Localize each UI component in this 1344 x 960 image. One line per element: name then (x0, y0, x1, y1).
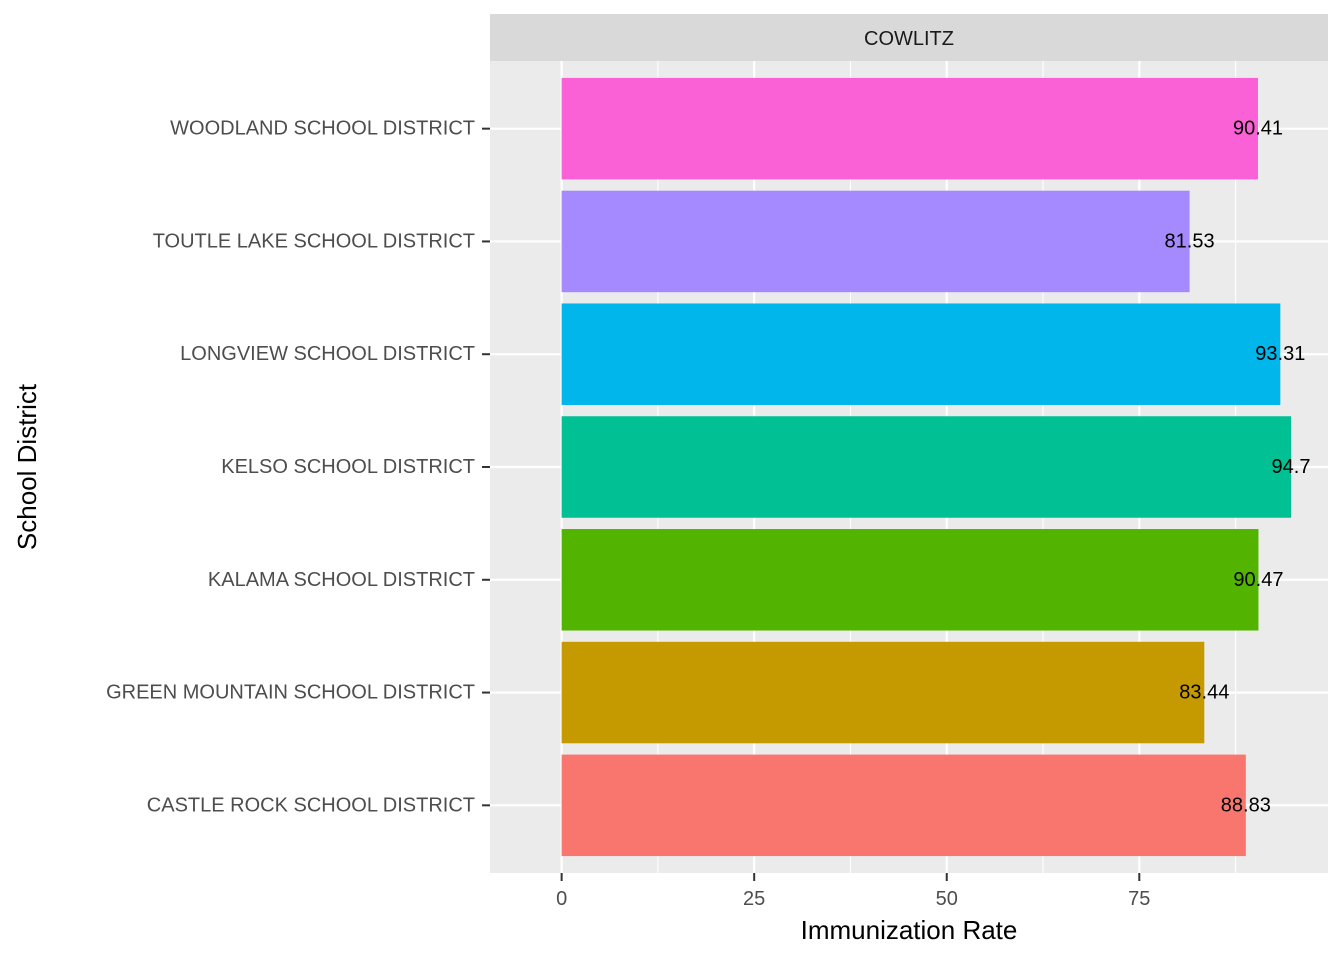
bars (561, 77, 1292, 857)
data-label: 94.7 (1272, 456, 1311, 478)
bar (561, 190, 1190, 293)
data-label: 90.47 (1233, 569, 1283, 591)
x-axis-title: Immunization Rate (801, 915, 1018, 945)
data-label: 88.83 (1221, 794, 1271, 816)
y-tick-label: TOUTLE LAKE SCHOOL DISTRICT (153, 230, 475, 252)
bar (561, 303, 1281, 405)
x-axis: 0 25 50 75 (556, 873, 1150, 910)
facet-label: COWLITZ (864, 28, 954, 50)
x-tick-label: 50 (936, 888, 958, 910)
y-tick-label: WOODLAND SCHOOL DISTRICT (170, 118, 475, 140)
y-tick-label: KELSO SCHOOL DISTRICT (221, 456, 475, 478)
data-label: 90.41 (1233, 118, 1283, 140)
y-tick-label: KALAMA SCHOOL DISTRICT (208, 569, 475, 591)
x-tick-label: 0 (556, 888, 567, 910)
y-tick-label: CASTLE ROCK SCHOOL DISTRICT (147, 794, 475, 816)
bar (561, 529, 1259, 631)
bar (561, 641, 1205, 744)
y-tick-label: LONGVIEW SCHOOL DISTRICT (180, 343, 475, 365)
data-label: 81.53 (1165, 230, 1215, 252)
x-tick-label: 25 (743, 888, 765, 910)
y-axis: CASTLE ROCK SCHOOL DISTRICT GREEN MOUNTAI… (106, 118, 490, 816)
x-tick-label: 75 (1128, 888, 1150, 910)
y-tick-label: GREEN MOUNTAIN SCHOOL DISTRICT (106, 682, 475, 704)
y-axis-title: School District (12, 383, 42, 550)
bar (561, 77, 1258, 180)
bar (561, 754, 1246, 857)
data-label: 93.31 (1255, 343, 1305, 365)
facet-strip (490, 14, 1328, 61)
data-label: 83.44 (1179, 682, 1229, 704)
bar (561, 416, 1292, 518)
data-labels: 88.83 83.44 90.47 94.7 93.31 81.53 90.41 (1165, 118, 1311, 817)
